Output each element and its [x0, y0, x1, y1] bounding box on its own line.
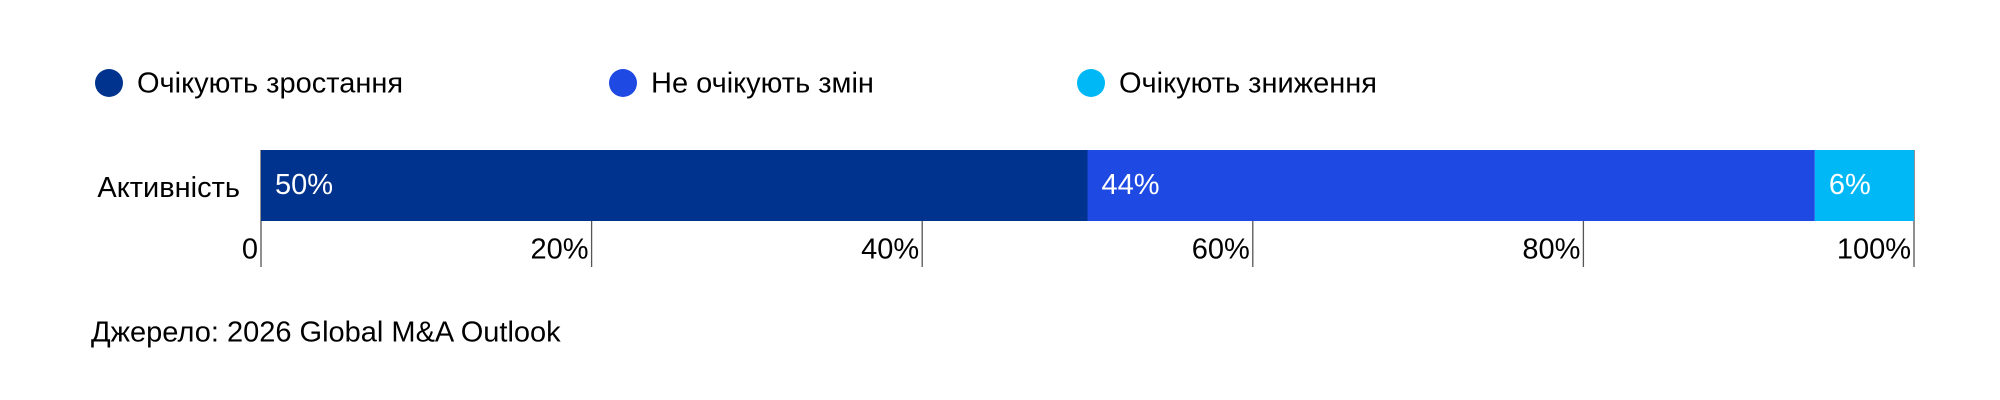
bar-segment	[1814, 150, 1914, 221]
x-tick-label: 80%	[1522, 234, 1580, 266]
legend-swatch	[1077, 69, 1105, 97]
x-tick-label: 40%	[861, 234, 919, 266]
legend-swatch	[95, 69, 123, 97]
legend-label: Очікують зростання	[137, 68, 403, 100]
data-label: 44%	[1102, 169, 1160, 201]
y-tick-label: Активність	[97, 172, 240, 204]
x-tick-label: 0	[242, 234, 258, 266]
x-tick-label: 100%	[1837, 234, 1911, 266]
legend-swatch	[609, 69, 637, 97]
data-label: 6%	[1829, 169, 1871, 201]
bar-segment	[261, 150, 1088, 221]
data-label: 50%	[275, 169, 333, 201]
x-tick-label: 20%	[531, 234, 589, 266]
legend-label: Не очікують змін	[651, 68, 874, 100]
legend-label: Очікують зниження	[1119, 68, 1377, 100]
source-note: Джерело: 2026 Global M&A Outlook	[91, 317, 561, 349]
bar-segment	[1087, 150, 1815, 221]
x-tick-label: 60%	[1192, 234, 1250, 266]
